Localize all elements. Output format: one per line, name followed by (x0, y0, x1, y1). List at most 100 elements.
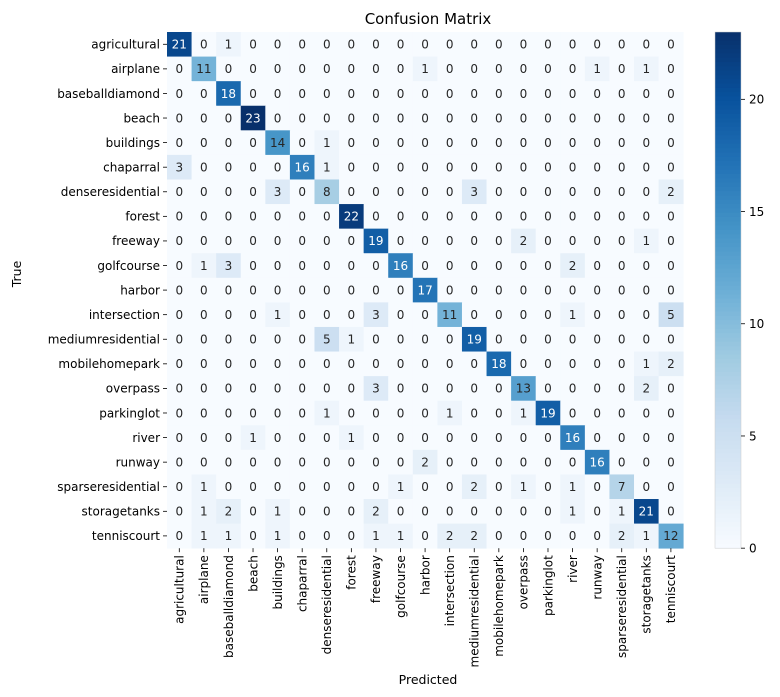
cell-value-label: 0 (421, 333, 429, 347)
cell-value-label: 0 (225, 234, 233, 248)
heatmap-cell (339, 425, 365, 451)
heatmap-cell (560, 351, 586, 377)
cell-value-label: 0 (323, 529, 331, 543)
y-tick-label: mediumresidential (48, 333, 160, 347)
heatmap-cell (437, 499, 463, 524)
heatmap-cell (461, 81, 487, 107)
x-tick-label: baseballdiamond (222, 555, 236, 658)
heatmap-cell (584, 105, 610, 131)
heatmap-cell (437, 228, 463, 254)
heatmap-cell (560, 376, 586, 402)
heatmap-cell (658, 474, 684, 500)
heatmap-cell (289, 351, 315, 377)
heatmap-cell (314, 130, 340, 156)
cell-value-label: 0 (348, 480, 356, 494)
heatmap-cell (167, 130, 192, 156)
cell-value-label: 0 (618, 62, 626, 76)
colorbar-segment (715, 186, 741, 192)
colorbar-segment (715, 221, 741, 227)
heatmap-cell (609, 154, 635, 180)
cell-value-label: 23 (245, 111, 260, 125)
cell-value-label: 0 (593, 136, 601, 150)
cell-value-label: 0 (274, 455, 282, 469)
heatmap-cell (437, 204, 463, 230)
heatmap-cell (191, 105, 217, 131)
heatmap-cell (584, 376, 610, 402)
heatmap-cell (412, 400, 438, 426)
colorbar-segment (715, 44, 741, 50)
cell-value-label: 0 (397, 431, 405, 445)
y-tick-label: river (132, 431, 160, 445)
cell-value-label: 0 (569, 160, 577, 174)
cell-value-label: 0 (618, 185, 626, 199)
heatmap-cell (216, 400, 242, 426)
cell-value-label: 0 (446, 62, 454, 76)
cell-value-label: 3 (372, 308, 380, 322)
heatmap-cell (412, 179, 438, 205)
heatmap-cell (265, 523, 291, 549)
heatmap-cell (216, 179, 242, 205)
heatmap-cell (437, 179, 463, 205)
cell-value-label: 0 (348, 382, 356, 396)
cell-value-label: 0 (569, 136, 577, 150)
cell-value-label: 0 (642, 38, 650, 52)
cell-value-label: 0 (175, 234, 183, 248)
cell-value-label: 1 (642, 529, 650, 543)
heatmap-cell (339, 474, 365, 500)
heatmap-cell (363, 32, 389, 57)
heatmap-cell (658, 81, 684, 107)
heatmap-cell (363, 56, 389, 82)
heatmap-cell (216, 32, 242, 57)
heatmap-cell (167, 499, 192, 524)
heatmap-cell (240, 130, 266, 156)
cell-value-label: 0 (520, 185, 528, 199)
heatmap-cell (535, 56, 561, 82)
y-axis-label: True (9, 260, 24, 288)
heatmap-cell (658, 105, 684, 131)
heatmap-cell (314, 204, 340, 230)
cell-value-label: 0 (175, 505, 183, 519)
cell-value-label: 0 (470, 160, 478, 174)
colorbar-segment (715, 225, 741, 231)
y-tick-label: harbor (120, 283, 160, 297)
heatmap-cell (265, 130, 291, 156)
cell-value-label: 0 (323, 87, 331, 101)
heatmap-cell (560, 499, 586, 524)
colorbar-segment (715, 264, 741, 270)
cell-value-label: 0 (544, 185, 552, 199)
cell-value-label: 0 (200, 283, 208, 297)
heatmap-cell (314, 253, 340, 279)
cell-value-label: 0 (446, 87, 454, 101)
heatmap-cell (634, 253, 659, 279)
cell-value-label: 0 (421, 505, 429, 519)
cell-value-label: 0 (446, 185, 454, 199)
cell-value-label: 1 (569, 480, 577, 494)
cell-value-label: 0 (618, 234, 626, 248)
heatmap-cell (437, 302, 463, 328)
colorbar-segment (715, 500, 741, 506)
cell-value-label: 0 (544, 87, 552, 101)
cell-value-label: 0 (348, 38, 356, 52)
x-tick-label: forest (345, 555, 359, 590)
cell-value-label: 0 (544, 333, 552, 347)
heatmap-cell (216, 449, 242, 475)
cell-value-label: 0 (298, 406, 306, 420)
cell-value-label: 11 (442, 308, 457, 322)
cell-value-label: 0 (470, 308, 478, 322)
cell-value-label: 0 (593, 333, 601, 347)
colorbar-segment (715, 87, 741, 93)
heatmap-cell (486, 277, 512, 303)
cell-value-label: 0 (495, 455, 503, 469)
heatmap-cell (634, 179, 659, 205)
heatmap-cell (167, 204, 192, 230)
colorbar-segment (715, 470, 741, 476)
heatmap-cell (289, 523, 315, 549)
heatmap-cell (388, 499, 414, 524)
heatmap-cell (388, 81, 414, 107)
cell-value-label: 2 (470, 529, 478, 543)
heatmap-cell (437, 32, 463, 57)
colorbar-segment (715, 363, 741, 369)
cell-value-label: 0 (348, 111, 356, 125)
heatmap-cell (289, 130, 315, 156)
cell-value-label: 0 (569, 234, 577, 248)
